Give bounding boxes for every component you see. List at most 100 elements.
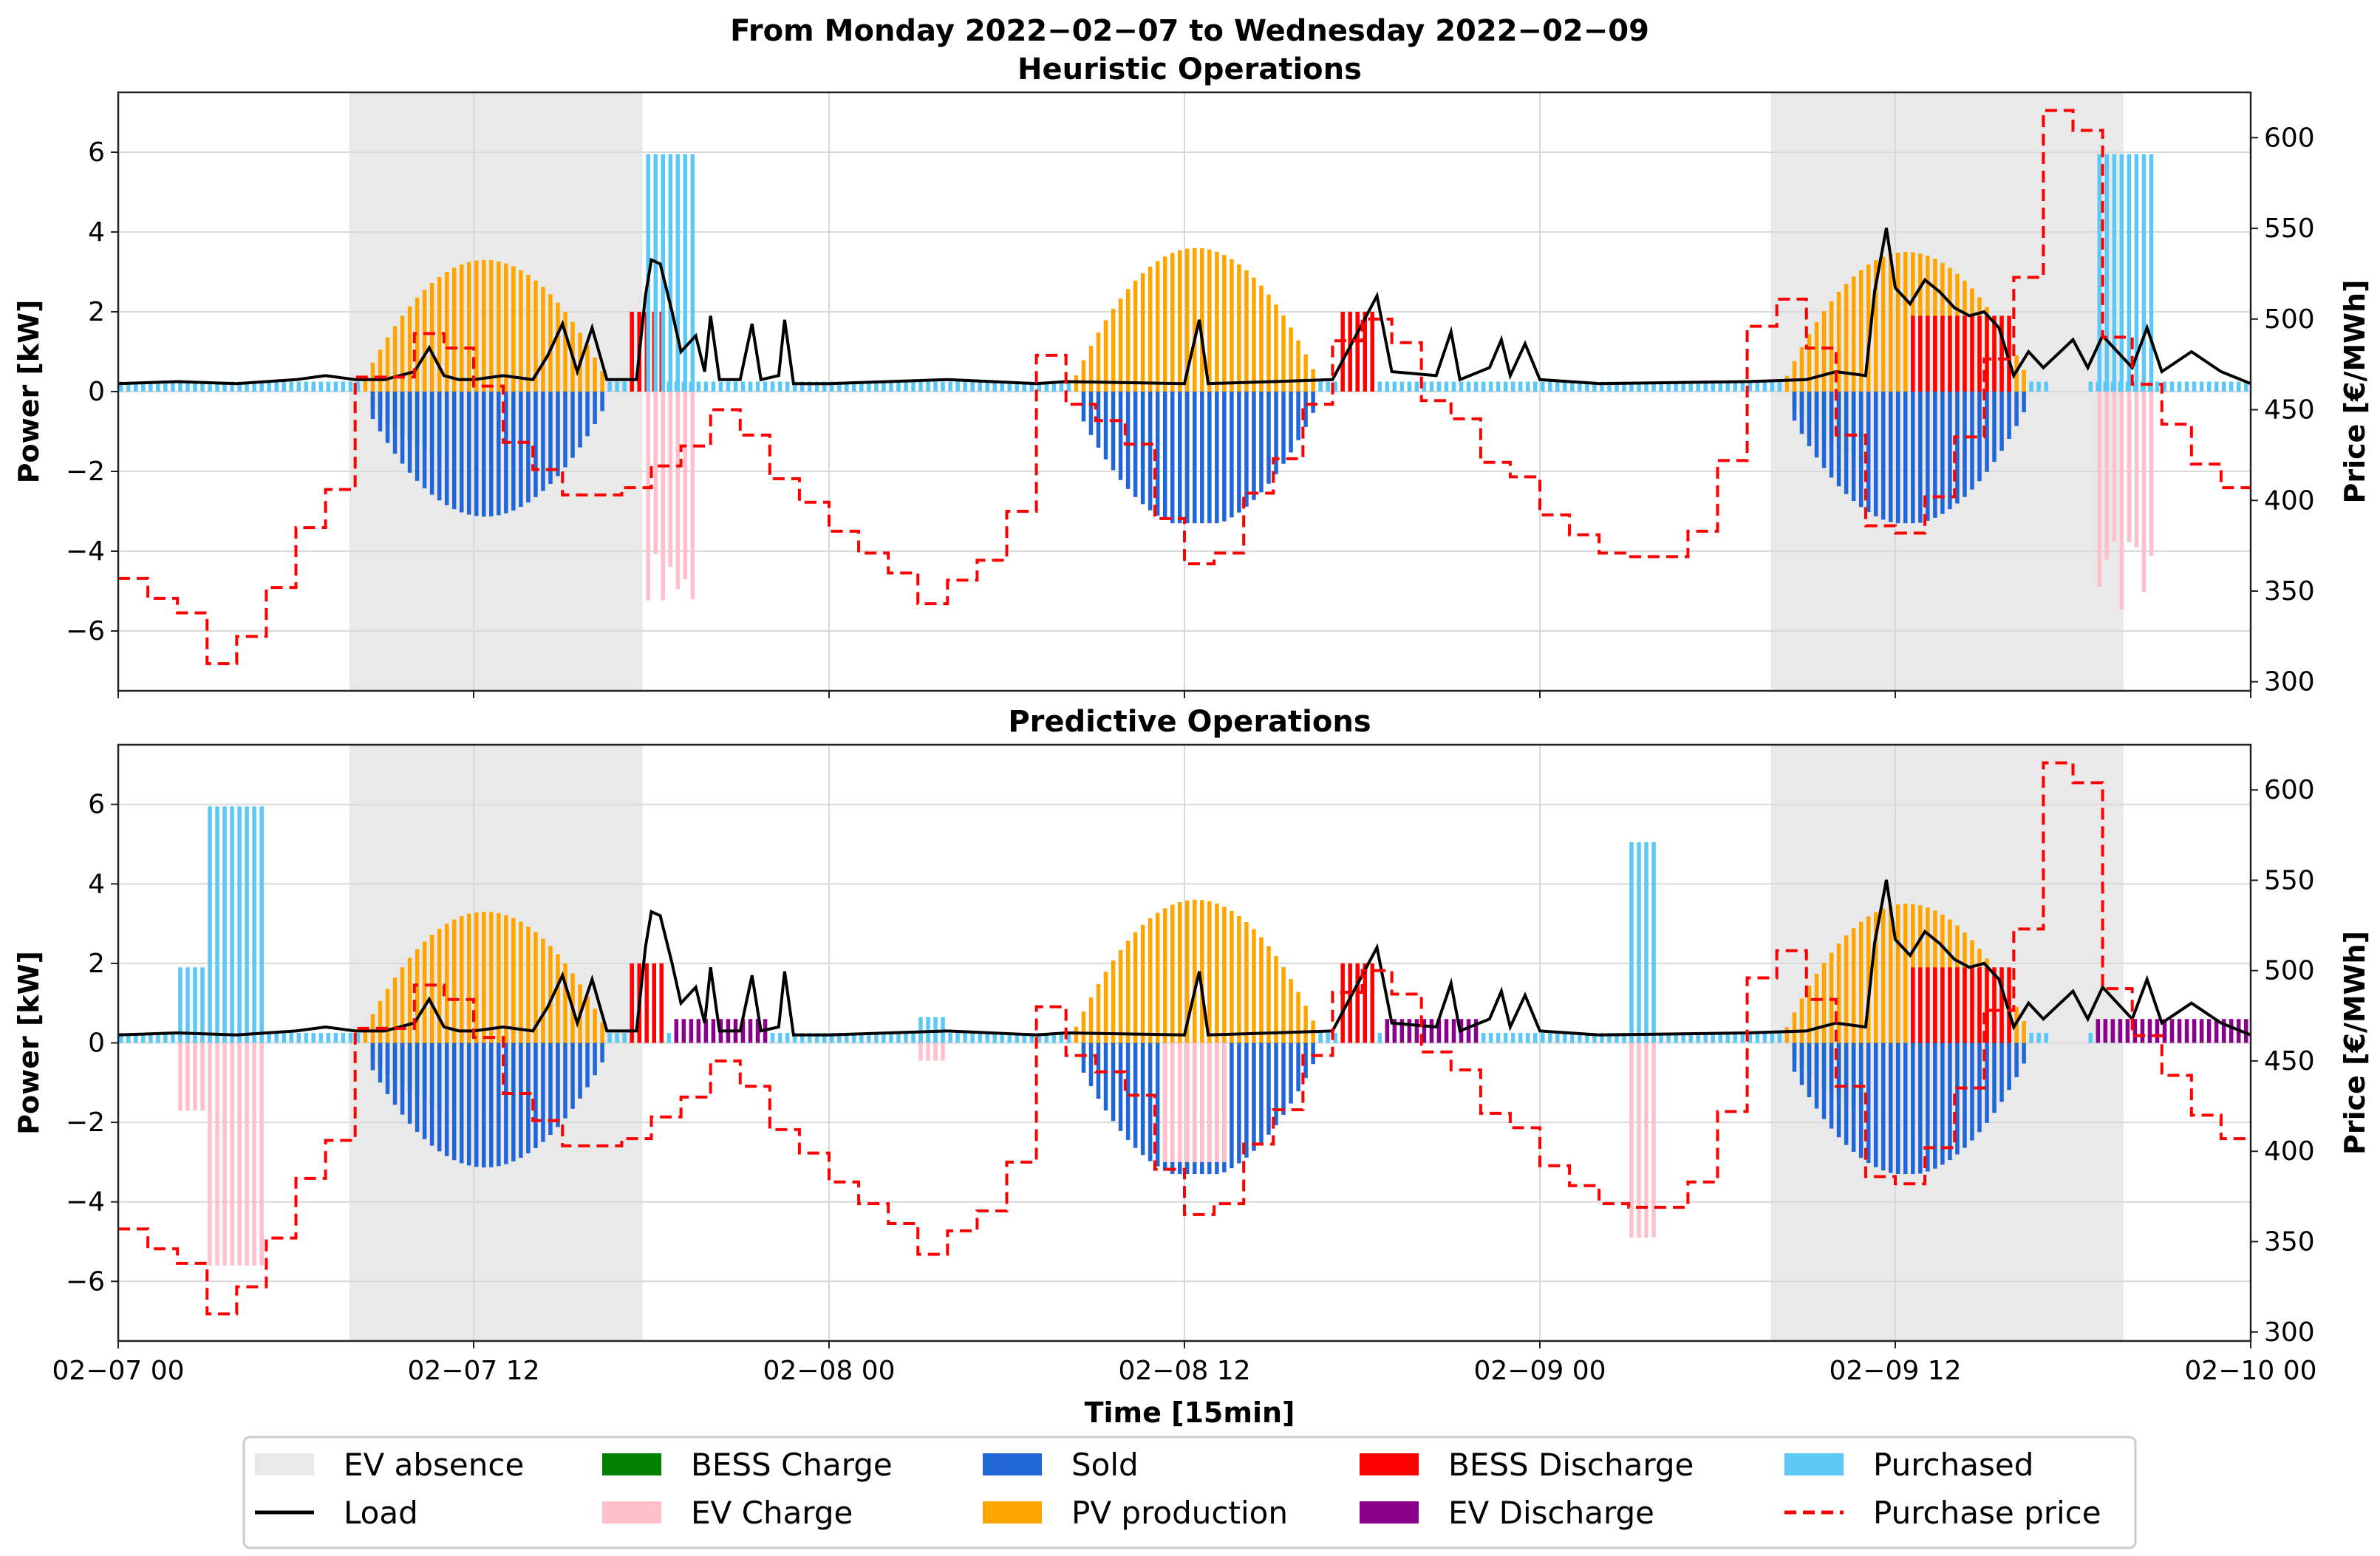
pv-production-bar bbox=[1807, 334, 1812, 392]
bess-discharge-bar bbox=[1963, 315, 1967, 392]
pv-production-bar bbox=[556, 955, 560, 1043]
purchased-bar bbox=[2089, 1033, 2093, 1043]
sold-bar bbox=[1163, 392, 1167, 520]
y-tick-label-left: −2 bbox=[66, 1108, 105, 1138]
sold-bar bbox=[1948, 1043, 1952, 1161]
sold-bar bbox=[1859, 1043, 1864, 1159]
pv-production-bar bbox=[600, 1023, 604, 1043]
pv-production-bar bbox=[1881, 257, 1886, 392]
pv-production-bar bbox=[1844, 935, 1849, 1043]
sold-bar bbox=[482, 1043, 486, 1168]
sold-bar bbox=[474, 1043, 479, 1167]
purchased-bar bbox=[667, 1033, 672, 1043]
purchased-bar bbox=[1481, 382, 1486, 392]
purchased-bar bbox=[697, 382, 701, 392]
purchased-bar bbox=[622, 1033, 627, 1043]
pv-production-bar bbox=[1207, 901, 1212, 1043]
sold-bar bbox=[474, 392, 479, 516]
purchased-bar bbox=[2089, 382, 2093, 392]
purchased-bar bbox=[252, 806, 256, 1043]
purchased-bar bbox=[297, 382, 301, 392]
ev-charge-bar bbox=[178, 1043, 183, 1110]
y-tick-label-right: 550 bbox=[2264, 214, 2315, 244]
ev-charge-bar bbox=[646, 392, 650, 601]
purchased-bar bbox=[1318, 1033, 1323, 1043]
sold-bar bbox=[1881, 1043, 1886, 1171]
pv-production-bar bbox=[489, 912, 494, 1043]
purchased-bar bbox=[2214, 382, 2219, 392]
pv-production-bar bbox=[386, 338, 390, 392]
purchased-bar bbox=[785, 382, 790, 392]
sold-bar bbox=[593, 392, 597, 424]
ev-discharge-bar bbox=[2111, 1019, 2115, 1043]
pv-production-bar bbox=[1244, 270, 1249, 392]
sold-bar bbox=[1822, 1043, 1827, 1119]
pv-production-bar bbox=[1222, 255, 1227, 392]
x-axis-label: Time [15min] bbox=[1085, 1396, 1295, 1429]
sold-bar bbox=[1793, 392, 1797, 420]
sold-bar bbox=[1807, 392, 1812, 446]
legend-ev-discharge-swatch bbox=[1360, 1501, 1419, 1523]
purchased-bar bbox=[904, 1033, 908, 1043]
y-tick-label-right: 300 bbox=[2264, 667, 2315, 697]
pv-production-bar bbox=[1230, 911, 1234, 1043]
sold-bar bbox=[1126, 1043, 1131, 1140]
purchased-bar bbox=[2200, 382, 2204, 392]
sold-bar bbox=[556, 1043, 560, 1127]
ev-charge-bar bbox=[230, 1043, 234, 1266]
y-tick-label-right: 450 bbox=[2264, 1046, 2315, 1076]
purchased-bar bbox=[1326, 1033, 1330, 1043]
purchased-bar bbox=[1326, 382, 1330, 392]
bess-discharge-bar bbox=[1992, 315, 1997, 392]
sold-bar bbox=[1822, 392, 1827, 468]
y-tick-label-right: 600 bbox=[2264, 123, 2315, 153]
pv-production-bar bbox=[1296, 992, 1300, 1043]
ev-discharge-bar bbox=[697, 1019, 701, 1043]
purchased-bar bbox=[327, 382, 331, 392]
sold-bar bbox=[511, 1043, 516, 1161]
pv-production-bar bbox=[1800, 347, 1804, 392]
purchased-bar bbox=[289, 382, 293, 392]
pv-production-bar bbox=[1800, 999, 1804, 1043]
pv-production-bar bbox=[1296, 341, 1300, 392]
purchased-bar bbox=[193, 967, 197, 1043]
y-tick-label-left: −6 bbox=[66, 616, 105, 646]
purchased-bar bbox=[267, 1033, 271, 1043]
purchased-bar bbox=[1415, 382, 1419, 392]
purchased-bar bbox=[1533, 1033, 1538, 1043]
pv-production-bar bbox=[1793, 361, 1797, 392]
pv-production-bar bbox=[1170, 253, 1175, 392]
legend-bess-charge-swatch bbox=[602, 1453, 661, 1475]
sold-bar bbox=[386, 392, 390, 443]
sold-bar bbox=[1237, 392, 1241, 513]
pv-production-bar bbox=[1266, 946, 1271, 1043]
sold-bar bbox=[1963, 392, 1967, 497]
purchased-bar bbox=[304, 1033, 309, 1043]
sold-bar bbox=[430, 1043, 434, 1146]
ev-discharge-bar bbox=[2096, 1019, 2101, 1043]
purchased-bar bbox=[1651, 842, 1656, 1043]
pv-production-bar bbox=[1274, 956, 1278, 1043]
sold-bar bbox=[1311, 1043, 1315, 1065]
sold-bar bbox=[437, 392, 442, 500]
sold-bar bbox=[511, 392, 516, 511]
sold-bar bbox=[1830, 1043, 1834, 1129]
purchased-bar bbox=[933, 382, 938, 392]
sold-bar bbox=[519, 1043, 523, 1159]
pv-production-bar bbox=[1126, 941, 1131, 1043]
sold-bar bbox=[1830, 392, 1834, 477]
bess-discharge-bar bbox=[1948, 315, 1952, 392]
ev-discharge-bar bbox=[1408, 1019, 1412, 1043]
purchased-bar bbox=[185, 967, 190, 1043]
sold-bar bbox=[533, 392, 538, 497]
pv-production-bar bbox=[1170, 905, 1175, 1043]
purchased-bar bbox=[889, 382, 893, 392]
sold-bar bbox=[600, 1043, 604, 1062]
sold-bar bbox=[1252, 392, 1256, 500]
pv-production-bar bbox=[541, 287, 545, 392]
y-tick-label-right: 500 bbox=[2264, 304, 2315, 335]
bess-discharge-bar bbox=[652, 963, 657, 1043]
sold-bar bbox=[1933, 1043, 1937, 1169]
sold-bar bbox=[1970, 392, 1974, 490]
purchased-bar bbox=[948, 1033, 952, 1043]
